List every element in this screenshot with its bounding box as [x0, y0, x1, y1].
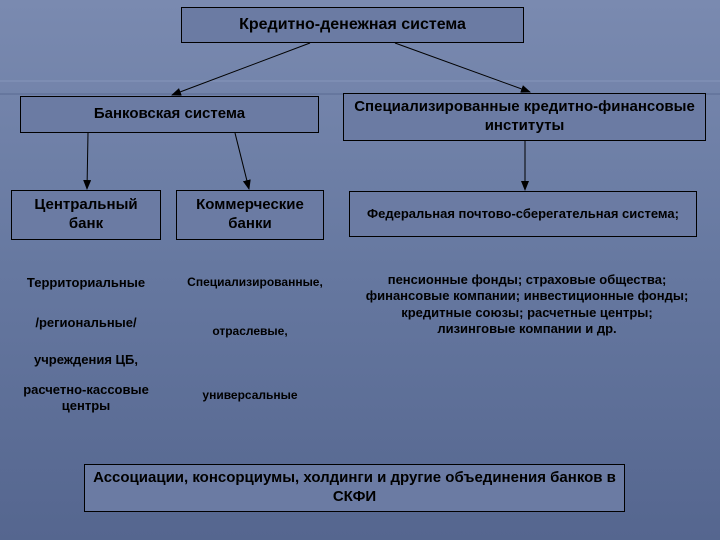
text-funds: пенсионные фонды; страховые общества; фи…	[362, 272, 692, 337]
node-root: Кредитно-денежная система	[181, 7, 524, 43]
text-rkc-label: расчетно-кассовые центры	[23, 382, 149, 413]
node-skfi-label: Специализированные кредитно-финансовые и…	[350, 98, 699, 136]
node-commercial-label: Коммерческие банки	[183, 196, 317, 234]
node-bank_sys-label: Банковская система	[94, 105, 245, 124]
text-rkc: расчетно-кассовые центры	[11, 382, 161, 415]
text-cb_inst-label: учреждения ЦБ,	[34, 352, 138, 367]
node-federal-label: Федеральная почтово-сберегательная систе…	[367, 206, 679, 222]
text-regional-label: /региональные/	[35, 315, 136, 330]
node-commercial: Коммерческие банки	[176, 190, 324, 240]
text-industry-label: отраслевые,	[212, 324, 287, 338]
text-universal-label: универсальные	[202, 388, 297, 402]
text-cb_inst: учреждения ЦБ,	[11, 352, 161, 368]
node-federal: Федеральная почтово-сберегательная систе…	[349, 191, 697, 237]
node-central-label: Центральный банк	[18, 196, 154, 234]
node-root-label: Кредитно-денежная система	[239, 15, 466, 35]
text-universal: универсальные	[176, 388, 324, 403]
text-specialized-label: Специализированные,	[187, 275, 323, 289]
text-specialized: Специализированные,	[176, 275, 334, 290]
text-industry: отраслевые,	[176, 324, 324, 339]
node-skfi: Специализированные кредитно-финансовые и…	[343, 93, 706, 141]
text-funds-label: пенсионные фонды; страховые общества; фи…	[366, 272, 689, 336]
node-bottom: Ассоциации, консорциумы, холдинги и друг…	[84, 464, 625, 512]
node-central: Центральный банк	[11, 190, 161, 240]
text-territorial: Территориальные	[11, 275, 161, 291]
text-territorial-label: Территориальные	[27, 275, 145, 290]
node-bottom-label: Ассоциации, консорциумы, холдинги и друг…	[91, 469, 618, 507]
text-regional: /региональные/	[11, 315, 161, 331]
node-bank_sys: Банковская система	[20, 96, 319, 133]
diagram-content: Кредитно-денежная система Банковская сист…	[0, 0, 720, 540]
